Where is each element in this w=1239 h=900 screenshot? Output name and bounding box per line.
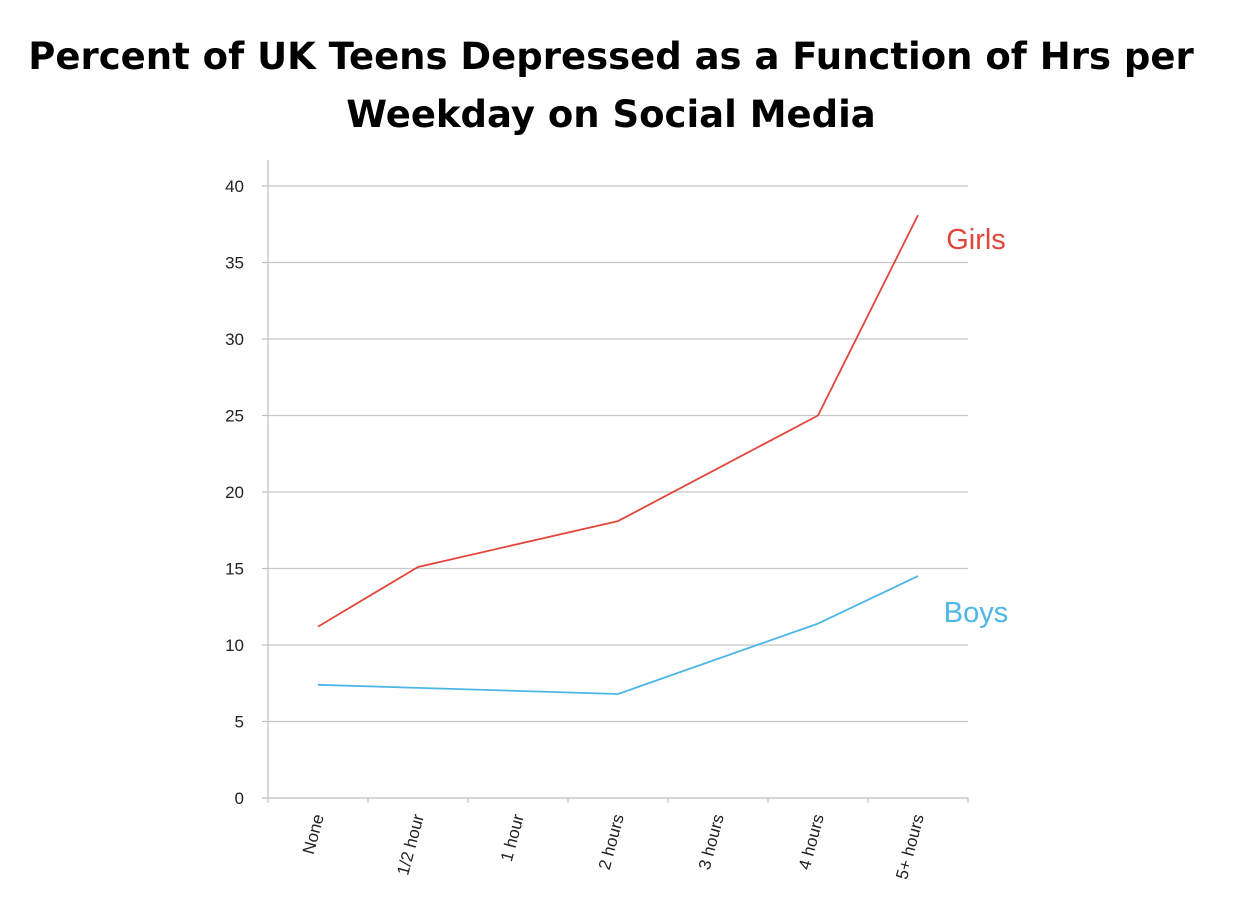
series-labels: Girls Boys <box>944 224 1008 629</box>
x-tick-label: 1/2 hour <box>393 812 428 877</box>
y-tick-label: 40 <box>225 177 244 196</box>
y-tick-label: 25 <box>225 407 244 426</box>
y-tick-label: 35 <box>225 254 244 273</box>
x-tick-labels: None 1/2 hour 1 hour 2 hours 3 hours 4 hours 5… <box>299 812 928 882</box>
x-tick-label: 3 hours <box>695 812 728 872</box>
series-label-girls: Girls <box>946 224 1006 256</box>
y-tick-label: 0 <box>235 789 244 808</box>
series-label-boys: Boys <box>944 597 1008 629</box>
x-tick-label: 1 hour <box>497 812 528 864</box>
x-tick-label: 4 hours <box>795 812 828 872</box>
y-tick-label: 20 <box>225 483 244 502</box>
y-tick-label: 5 <box>235 713 244 732</box>
x-tick-label: None <box>299 812 328 856</box>
y-tick-label: 10 <box>225 636 244 655</box>
series-lines <box>317 214 919 695</box>
axes <box>267 160 968 799</box>
y-tick-label: 30 <box>225 330 244 349</box>
y-tick-label: 15 <box>225 560 244 579</box>
chart-title: Percent of UK Teens Depressed as a Funct… <box>28 35 1194 136</box>
x-tick-label: 5+ hours <box>892 812 928 881</box>
y-tick-labels: 0 5 10 15 20 25 30 35 40 <box>225 177 244 808</box>
series-line-girls <box>317 214 919 628</box>
series-line-boys <box>317 575 919 695</box>
x-tick-label: 2 hours <box>595 812 628 872</box>
grid-lines <box>262 185 969 803</box>
